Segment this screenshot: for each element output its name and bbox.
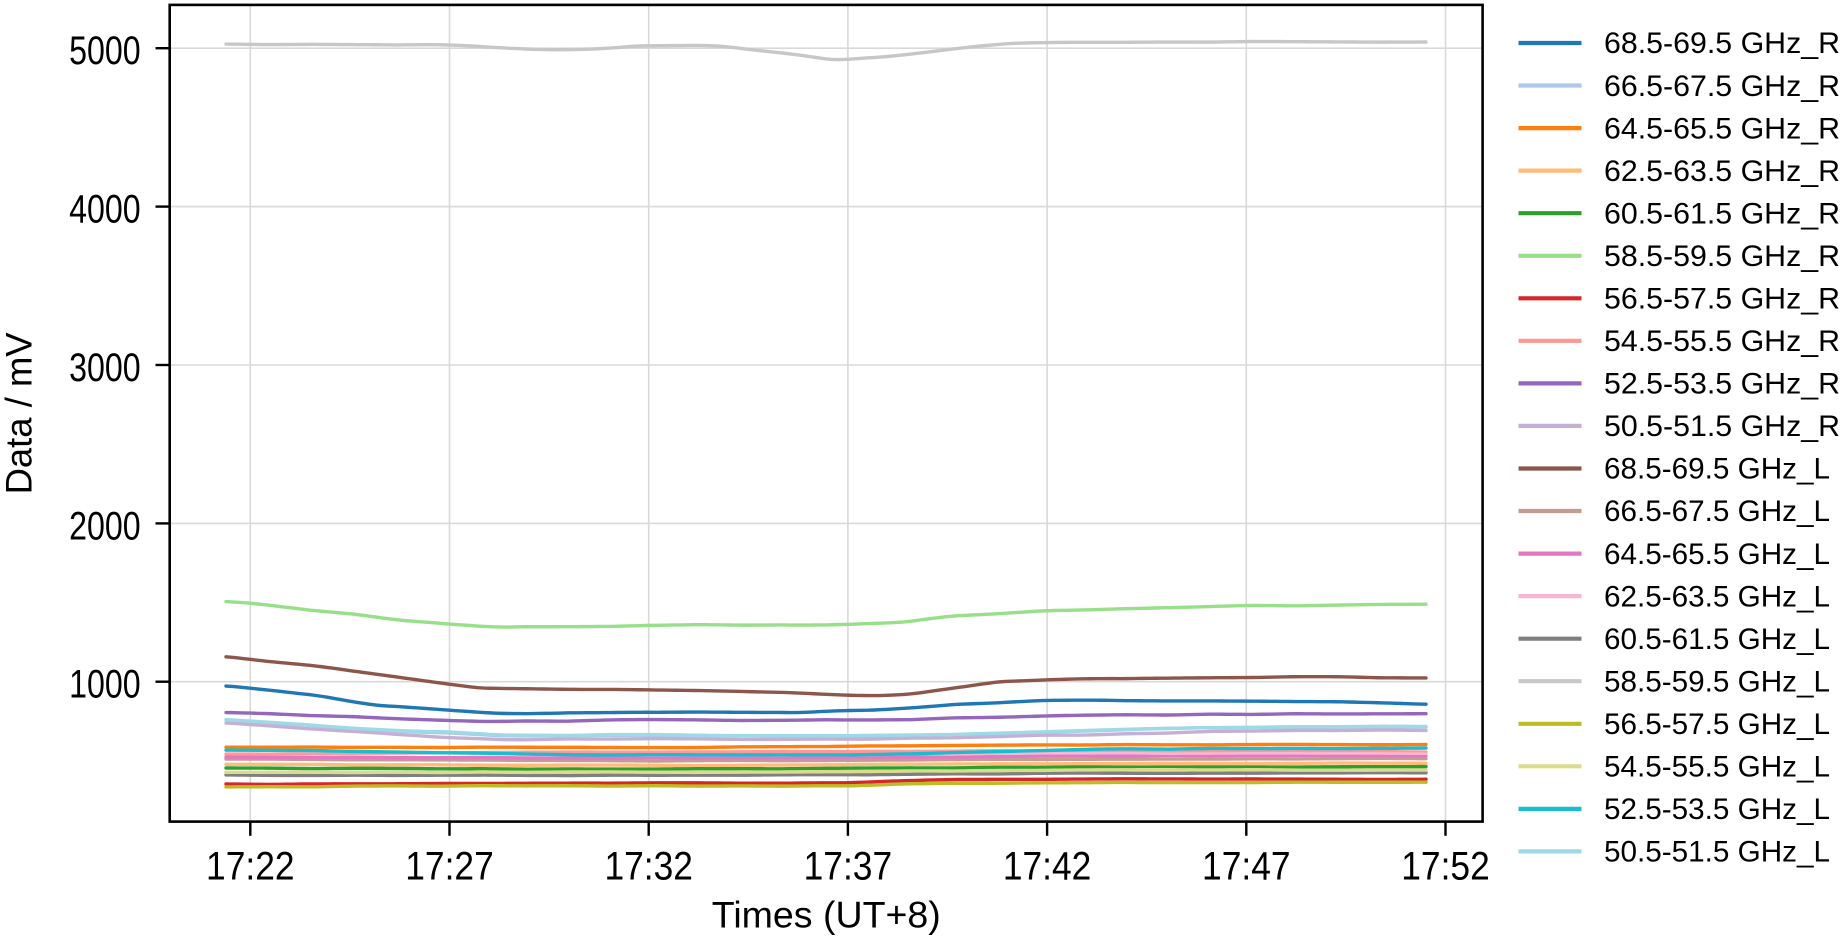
svg-text:56.5-57.5 GHz_L: 56.5-57.5 GHz_L: [1604, 708, 1830, 741]
svg-text:2000: 2000: [69, 504, 141, 548]
svg-text:64.5-65.5 GHz_R: 64.5-65.5 GHz_R: [1604, 112, 1840, 145]
svg-text:50.5-51.5 GHz_R: 50.5-51.5 GHz_R: [1604, 410, 1840, 443]
svg-text:58.5-59.5 GHz_R: 58.5-59.5 GHz_R: [1604, 240, 1840, 273]
svg-text:52.5-53.5 GHz_R: 52.5-53.5 GHz_R: [1604, 368, 1840, 401]
svg-text:62.5-63.5 GHz_L: 62.5-63.5 GHz_L: [1604, 580, 1830, 613]
svg-text:52.5-53.5 GHz_L: 52.5-53.5 GHz_L: [1604, 793, 1830, 826]
svg-text:50.5-51.5 GHz_L: 50.5-51.5 GHz_L: [1604, 836, 1830, 869]
svg-text:64.5-65.5 GHz_L: 64.5-65.5 GHz_L: [1604, 538, 1830, 571]
svg-text:66.5-67.5 GHz_L: 66.5-67.5 GHz_L: [1604, 495, 1830, 528]
svg-text:56.5-57.5 GHz_R: 56.5-57.5 GHz_R: [1604, 283, 1840, 316]
svg-text:60.5-61.5 GHz_L: 60.5-61.5 GHz_L: [1604, 623, 1830, 656]
svg-text:17:32: 17:32: [604, 844, 693, 888]
svg-text:17:27: 17:27: [405, 844, 494, 888]
svg-text:17:47: 17:47: [1202, 844, 1291, 888]
svg-text:17:37: 17:37: [804, 844, 893, 888]
svg-text:54.5-55.5 GHz_R: 54.5-55.5 GHz_R: [1604, 325, 1840, 358]
svg-text:60.5-61.5 GHz_R: 60.5-61.5 GHz_R: [1604, 197, 1840, 230]
svg-text:54.5-55.5 GHz_L: 54.5-55.5 GHz_L: [1604, 751, 1830, 784]
svg-text:17:52: 17:52: [1401, 844, 1490, 888]
svg-text:68.5-69.5 GHz_R: 68.5-69.5 GHz_R: [1604, 27, 1840, 60]
svg-text:17:22: 17:22: [206, 844, 295, 888]
svg-text:58.5-59.5 GHz_L: 58.5-59.5 GHz_L: [1604, 666, 1830, 699]
svg-text:17:42: 17:42: [1003, 844, 1092, 888]
svg-text:Times (UT+8): Times (UT+8): [712, 895, 941, 936]
svg-text:1000: 1000: [69, 663, 141, 707]
svg-text:3000: 3000: [69, 346, 141, 390]
svg-text:66.5-67.5 GHz_R: 66.5-67.5 GHz_R: [1604, 70, 1840, 103]
svg-text:68.5-69.5 GHz_L: 68.5-69.5 GHz_L: [1604, 453, 1830, 486]
svg-text:62.5-63.5 GHz_R: 62.5-63.5 GHz_R: [1604, 155, 1840, 188]
svg-text:5000: 5000: [69, 29, 141, 73]
svg-text:Data / mV: Data / mV: [0, 332, 39, 494]
svg-text:4000: 4000: [69, 188, 141, 232]
